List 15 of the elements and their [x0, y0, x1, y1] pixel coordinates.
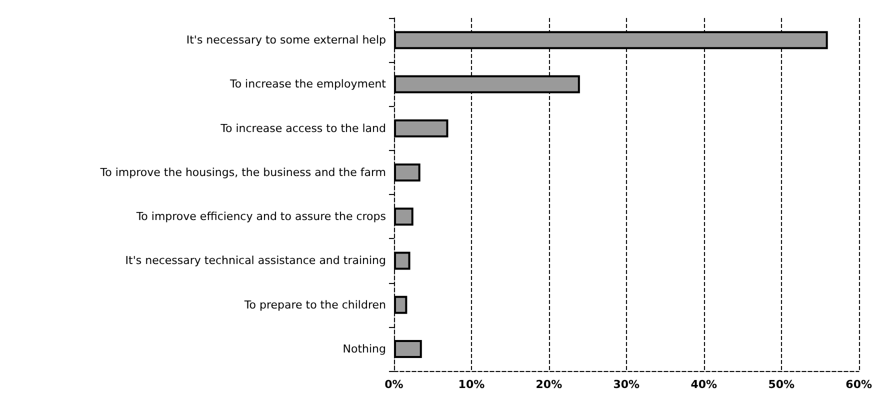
y-tick-label: To improve efficiency and to assure the crops	[135, 210, 386, 224]
y-tick-label: To prepare to the children	[243, 298, 386, 312]
y-tick-label: Nothing	[342, 342, 386, 356]
x-tick-label: 50%	[768, 378, 795, 391]
y-tick-label: To increase access to the land	[220, 122, 386, 135]
x-tick-label: 0%	[384, 378, 404, 391]
x-tick-label: 60%	[846, 378, 872, 391]
y-tick-label: It's necessary to some external help	[186, 34, 386, 47]
y-tick-label: To improve the housings, the business and the farm	[99, 166, 386, 179]
y-tick-label: To increase the employment	[228, 78, 387, 91]
x-tick-label: 20%	[536, 378, 562, 391]
x-tick-label: 10%	[458, 378, 485, 391]
y-tick-label: It's necessary technical assistance and training	[125, 254, 386, 268]
x-tick-label: 40%	[690, 378, 718, 391]
x-tick-label: 30%	[613, 378, 640, 391]
